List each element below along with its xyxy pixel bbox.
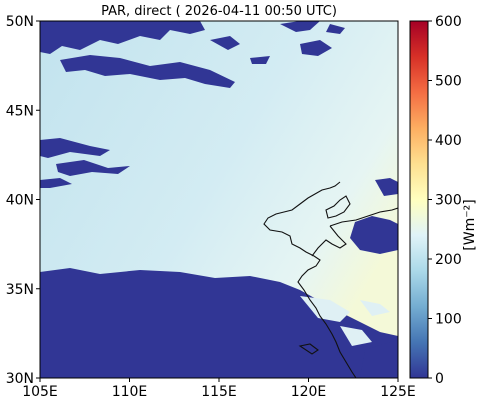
lon-tick-label: 125E (380, 384, 416, 400)
map-area (40, 21, 398, 378)
map-axes: 105E 110E 115E 120E 125E 50N 45N 40N 35N 30N (6, 14, 416, 400)
lat-tick-label: 40N (6, 193, 34, 209)
lon-tick-label: 110E (112, 384, 148, 400)
lon-tick-label: 120E (291, 384, 327, 400)
colorbar (409, 20, 429, 379)
colorbar-tick-label: 400 (435, 133, 462, 149)
map-title: PAR, direct ( 2026-04-11 00:50 UTC) (101, 4, 337, 19)
colorbar-tick-label: 600 (435, 14, 462, 30)
colorbar-tick-label: 300 (435, 193, 462, 209)
lat-tick-label: 45N (6, 103, 34, 119)
lat-tick-label: 50N (6, 14, 34, 30)
colorbar-tick-label: 200 (435, 252, 462, 268)
colorbar-tick-label: 100 (435, 312, 462, 328)
colorbar-tick-label: 0 (435, 371, 444, 387)
colorbar-label: [Wm⁻²] (462, 199, 478, 250)
lon-tick-label: 105E (22, 384, 58, 400)
lat-tick-label: 35N (6, 282, 34, 298)
colorbar-ticks: 0 100 200 300 400 500 600 (428, 14, 462, 387)
colorbar-tick-label: 500 (435, 74, 462, 90)
lon-tick-label: 115E (201, 384, 237, 400)
cloud-mask (40, 21, 398, 378)
coastline (263, 181, 398, 378)
lat-tick-label: 30N (6, 371, 34, 387)
